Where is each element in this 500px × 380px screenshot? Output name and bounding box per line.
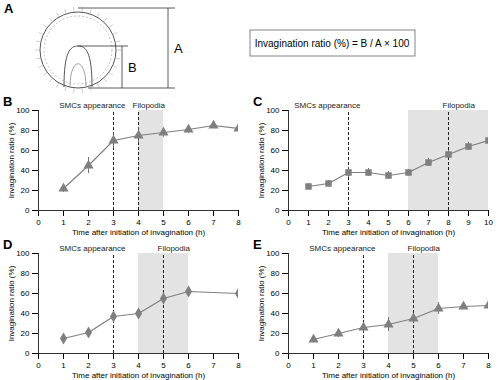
svg-text:7: 7 <box>211 218 216 227</box>
svg-text:6: 6 <box>186 361 191 370</box>
svg-text:4: 4 <box>136 361 141 370</box>
svg-text:0: 0 <box>275 349 280 358</box>
svg-text:Invagination ratio (%): Invagination ratio (%) <box>257 265 266 341</box>
svg-text:6: 6 <box>406 218 411 227</box>
svg-text:80: 80 <box>21 269 30 278</box>
svg-text:0: 0 <box>25 349 30 358</box>
svg-text:20: 20 <box>271 329 280 338</box>
svg-text:3: 3 <box>346 218 351 227</box>
svg-text:0: 0 <box>275 206 280 215</box>
svg-text:20: 20 <box>21 329 30 338</box>
svg-text:7: 7 <box>461 361 466 370</box>
svg-text:Time after initiation of invag: Time after initiation of invagination (h… <box>322 371 455 380</box>
svg-text:Time after initiation of invag: Time after initiation of invagination (h… <box>72 371 205 380</box>
html-text:B: B <box>3 94 13 109</box>
svg-text:80: 80 <box>271 269 280 278</box>
svg-text:Invagination ratio (%) = B / A: Invagination ratio (%) = B / A × 100 <box>255 38 410 49</box>
svg-text:SMCs appearance: SMCs appearance <box>59 244 126 253</box>
svg-text:3: 3 <box>111 218 116 227</box>
svg-text:1: 1 <box>306 218 311 227</box>
svg-text:10: 10 <box>484 218 493 227</box>
svg-text:1: 1 <box>61 218 66 227</box>
svg-text:SMCs appearance: SMCs appearance <box>309 244 376 253</box>
svg-text:2: 2 <box>86 361 91 370</box>
svg-text:Filopodia: Filopodia <box>158 244 191 253</box>
svg-text:6: 6 <box>436 361 441 370</box>
svg-text:4: 4 <box>386 361 391 370</box>
svg-text:1: 1 <box>311 361 316 370</box>
svg-text:40: 40 <box>21 309 30 318</box>
svg-text:100: 100 <box>16 249 30 258</box>
svg-text:4: 4 <box>366 218 371 227</box>
svg-text:20: 20 <box>271 186 280 195</box>
svg-text:40: 40 <box>21 166 30 175</box>
svg-text:8: 8 <box>486 361 491 370</box>
svg-text:7: 7 <box>426 218 431 227</box>
svg-text:Time after initiation of invag: Time after initiation of invagination (h… <box>72 228 205 237</box>
svg-text:0: 0 <box>286 218 291 227</box>
svg-text:8: 8 <box>236 218 241 227</box>
svg-text:100: 100 <box>266 106 280 115</box>
svg-text:0: 0 <box>286 361 291 370</box>
svg-text:Filopodia: Filopodia <box>133 101 166 110</box>
html-text:D: D <box>3 237 13 252</box>
svg-text:1: 1 <box>61 361 66 370</box>
svg-text:A: A <box>4 1 14 16</box>
svg-text:3: 3 <box>361 361 366 370</box>
svg-text:60: 60 <box>21 146 30 155</box>
svg-text:5: 5 <box>386 218 391 227</box>
svg-text:B: B <box>128 60 137 75</box>
svg-text:2: 2 <box>86 218 91 227</box>
svg-text:0: 0 <box>36 218 41 227</box>
svg-text:7: 7 <box>211 361 216 370</box>
svg-text:Invagination ratio (%): Invagination ratio (%) <box>7 122 16 198</box>
svg-text:6: 6 <box>186 218 191 227</box>
svg-text:40: 40 <box>271 309 280 318</box>
svg-text:Invagination ratio (%): Invagination ratio (%) <box>7 265 16 341</box>
svg-text:5: 5 <box>411 361 416 370</box>
html-text:E: E <box>253 237 262 252</box>
svg-text:60: 60 <box>21 289 30 298</box>
svg-text:0: 0 <box>25 206 30 215</box>
html-text:C: C <box>253 94 263 109</box>
svg-text:9: 9 <box>466 218 471 227</box>
svg-text:8: 8 <box>236 361 241 370</box>
svg-text:80: 80 <box>271 126 280 135</box>
svg-text:0: 0 <box>36 361 41 370</box>
svg-text:2: 2 <box>336 361 341 370</box>
svg-text:60: 60 <box>271 146 280 155</box>
svg-text:5: 5 <box>161 361 166 370</box>
svg-text:80: 80 <box>21 126 30 135</box>
svg-text:60: 60 <box>271 289 280 298</box>
svg-text:100: 100 <box>16 106 30 115</box>
svg-text:Invagination ratio (%): Invagination ratio (%) <box>257 122 266 198</box>
svg-text:A: A <box>174 41 183 56</box>
svg-text:8: 8 <box>446 218 451 227</box>
svg-text:40: 40 <box>271 166 280 175</box>
svg-text:Filopodia: Filopodia <box>443 101 476 110</box>
svg-text:5: 5 <box>161 218 166 227</box>
svg-text:SMCs appearance: SMCs appearance <box>59 101 126 110</box>
svg-text:Filopodia: Filopodia <box>408 244 441 253</box>
svg-text:SMCs appearance: SMCs appearance <box>294 101 361 110</box>
svg-text:2: 2 <box>326 218 331 227</box>
svg-text:20: 20 <box>21 186 30 195</box>
svg-text:4: 4 <box>136 218 141 227</box>
svg-text:3: 3 <box>111 361 116 370</box>
svg-text:Time after initiation of invag: Time after initiation of invagination (h… <box>322 228 455 237</box>
svg-text:100: 100 <box>266 249 280 258</box>
